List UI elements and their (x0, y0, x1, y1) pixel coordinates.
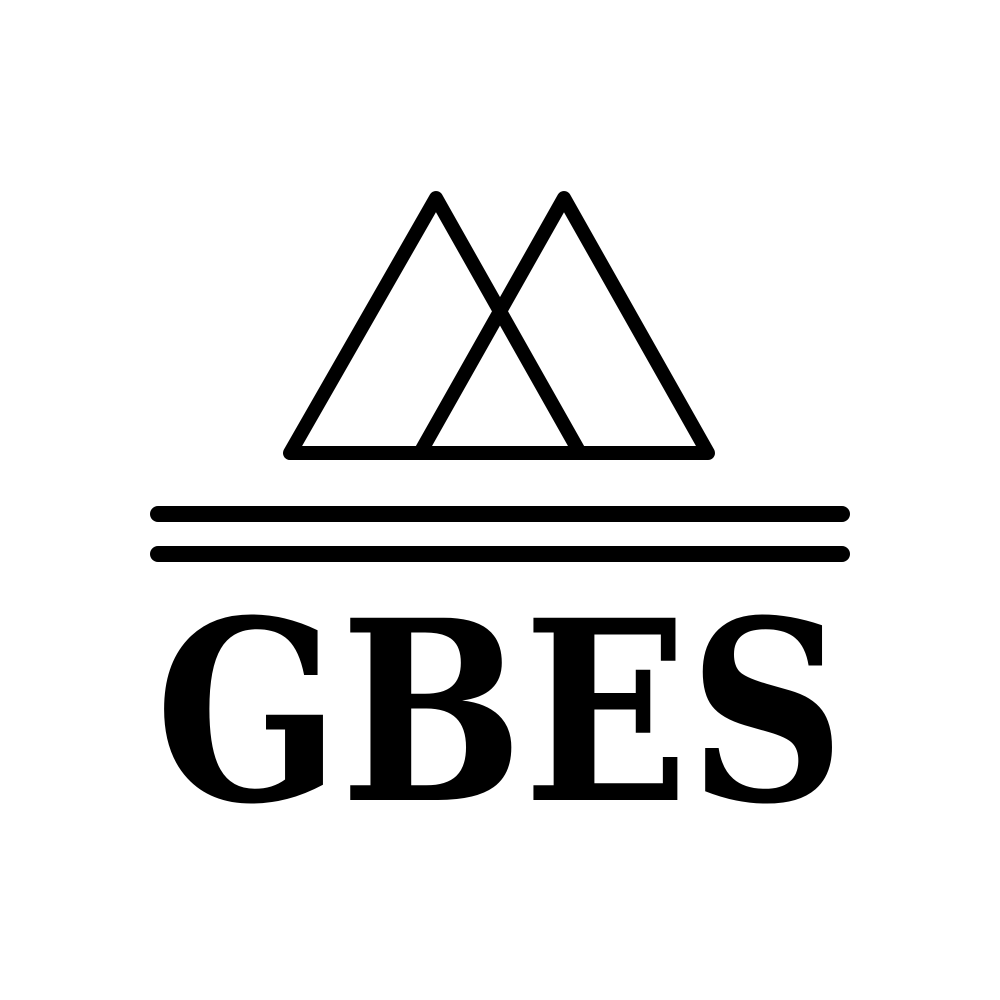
double-rule (150, 506, 850, 562)
logo-wordmark: GBES (155, 565, 845, 859)
right-mountain (413, 191, 715, 460)
mountain-peaks-icon (283, 191, 715, 460)
